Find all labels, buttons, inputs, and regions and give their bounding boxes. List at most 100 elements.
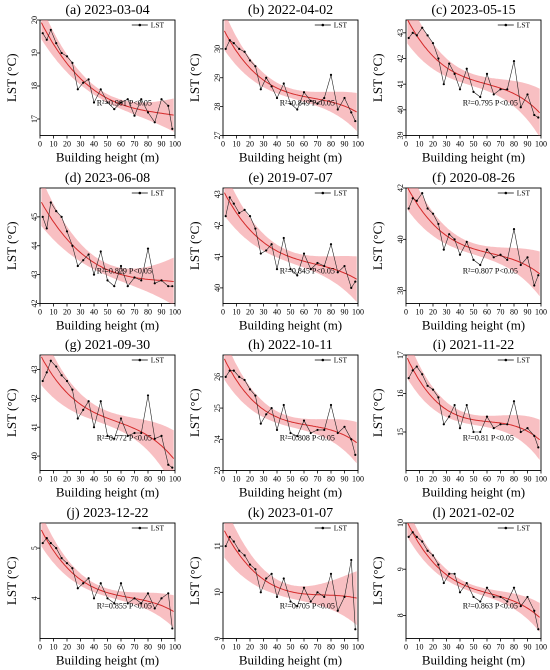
data-point <box>282 576 285 580</box>
y-tick-label: 45 <box>30 212 39 220</box>
confidence-band <box>407 20 540 136</box>
data-point <box>41 379 44 383</box>
data-point <box>55 42 58 45</box>
x-tick-label: 70 <box>497 307 505 316</box>
data-point <box>243 378 246 382</box>
x-tick-label: 100 <box>352 475 364 484</box>
data-point <box>537 273 540 276</box>
x-tick-label: 30 <box>443 140 451 149</box>
r2-annotation: R²=0.845 P<0.05 <box>280 266 335 275</box>
data-point <box>41 215 44 218</box>
data-point <box>146 591 150 594</box>
y-tick-label: 44 <box>30 241 39 249</box>
data-point <box>265 576 268 580</box>
plot-frame <box>222 354 359 471</box>
x-axis-title: Building height (m) <box>422 317 525 332</box>
x-tick-label: 90 <box>158 475 166 484</box>
data-point <box>437 562 440 566</box>
confidence-band <box>41 355 174 471</box>
data-point <box>238 47 241 50</box>
x-tick-label: 30 <box>260 642 268 651</box>
data-point <box>485 415 489 418</box>
legend-marker <box>321 191 325 194</box>
data-point <box>472 90 475 93</box>
x-tick-label: 50 <box>287 642 295 651</box>
data-point <box>254 567 257 570</box>
data-point <box>87 576 90 579</box>
data-point <box>45 226 48 230</box>
data-point <box>171 127 174 130</box>
data-point <box>232 42 235 45</box>
data-point <box>323 595 326 598</box>
data-point <box>171 284 174 287</box>
x-tick-label: 100 <box>352 140 364 149</box>
data-point <box>55 365 58 368</box>
plot-area <box>223 20 357 131</box>
confidence-band <box>41 20 174 132</box>
x-tick-label: 20 <box>246 642 254 651</box>
x-tick-label: 60 <box>117 642 125 651</box>
r2-annotation: R²=0.808 P<0.05 <box>280 433 335 442</box>
x-tick-label: 100 <box>352 307 364 316</box>
data-point <box>485 586 489 589</box>
y-axis-title: LST (°C) <box>187 388 202 437</box>
data-point <box>126 284 129 287</box>
legend-label: LST <box>334 523 348 532</box>
x-tick-label: 80 <box>144 475 152 484</box>
data-point <box>243 553 246 556</box>
chart-svg: (b) 2022-04-02 0 10 20 30 40 50 60 70 80 90 100 27 28… <box>187 3 364 165</box>
x-tick-label: 30 <box>443 307 451 316</box>
x-tick-label: 0 <box>404 642 408 651</box>
x-tick-label: 80 <box>510 140 518 149</box>
data-point <box>160 278 163 281</box>
data-point <box>350 558 353 561</box>
data-point <box>479 599 482 603</box>
data-point <box>426 549 429 552</box>
x-tick-label: 0 <box>221 642 225 651</box>
panel-title: (e) 2019-07-07 <box>248 171 332 186</box>
data-point <box>76 264 79 267</box>
chart-svg: (j) 2023-12-22 0 10 20 30 40 50 60 70 80 90 100 4 5 Bu… <box>4 506 181 668</box>
panel-title: (j) 2023-12-22 <box>66 506 148 521</box>
data-point <box>126 434 129 437</box>
data-point <box>71 566 74 569</box>
data-point <box>167 591 170 594</box>
r2-annotation: R²=0.855 P<0.05 <box>97 601 152 610</box>
confidence-band <box>224 522 357 625</box>
data-point <box>336 108 339 111</box>
x-axis-title: Building height (m) <box>56 485 159 500</box>
data-point <box>533 113 536 117</box>
data-point <box>87 400 90 403</box>
data-point <box>160 434 163 437</box>
data-point <box>82 408 85 411</box>
x-axis-title: Building height (m) <box>422 150 525 165</box>
data-point <box>431 212 435 215</box>
y-tick-label: 41 <box>213 252 222 260</box>
y-axis-title: LST (°C) <box>4 53 19 102</box>
plot-area <box>407 522 541 632</box>
x-tick-label: 30 <box>77 475 85 484</box>
y-tick-label: 23 <box>213 467 222 475</box>
x-tick-label: 40 <box>90 307 98 316</box>
x-tick-label: 60 <box>300 140 308 149</box>
x-axis-title: Building height (m) <box>239 652 342 667</box>
x-tick-label: 10 <box>416 140 424 149</box>
data-point <box>519 263 522 266</box>
data-point <box>506 599 509 603</box>
data-point <box>232 369 235 372</box>
x-tick-label: 70 <box>314 642 322 651</box>
data-point <box>55 209 58 212</box>
data-point <box>296 435 299 438</box>
data-point <box>499 595 502 598</box>
x-tick-label: 20 <box>63 642 71 651</box>
data-point <box>153 121 156 124</box>
x-tick-label: 80 <box>510 307 518 316</box>
data-point <box>119 581 123 584</box>
data-point <box>533 283 536 287</box>
x-tick-label: 20 <box>429 475 437 484</box>
data-point <box>296 604 299 607</box>
data-point <box>99 249 102 253</box>
x-tick-label: 80 <box>510 475 518 484</box>
data-point <box>302 251 306 255</box>
y-tick-label: 38 <box>396 286 405 294</box>
